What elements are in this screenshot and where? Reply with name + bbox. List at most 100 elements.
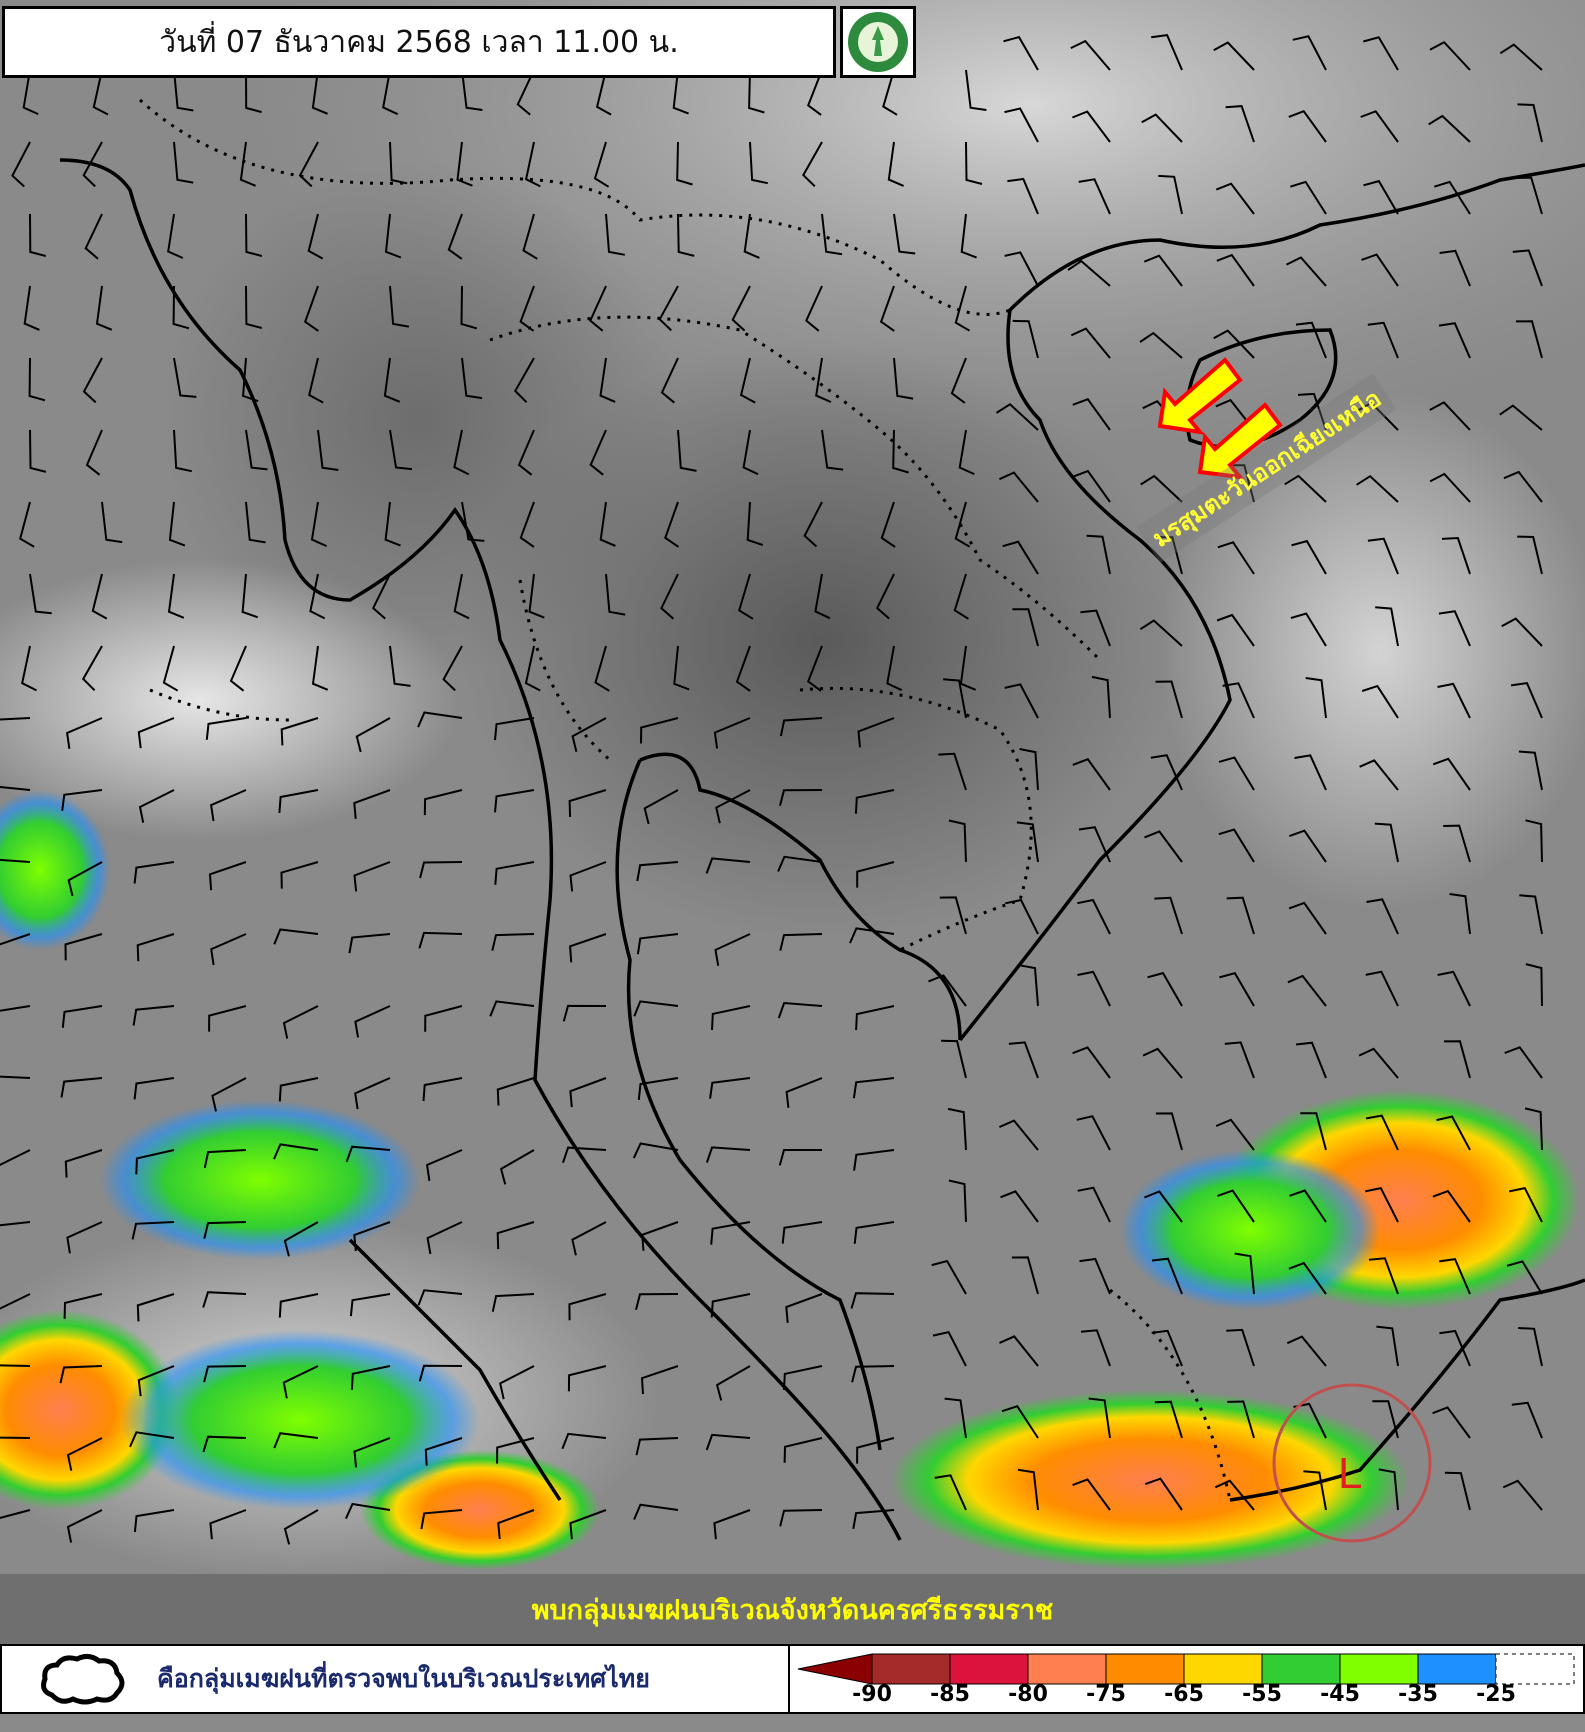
scale-label: -45	[1320, 1682, 1360, 1707]
scale-swatch	[1339, 1653, 1419, 1685]
wind-barb	[499, 1149, 535, 1185]
wind-barb	[1213, 41, 1255, 71]
wind-barb	[82, 141, 103, 188]
tmd-logo	[840, 6, 916, 78]
wind-barb	[783, 1365, 823, 1390]
wind-barb	[66, 1509, 103, 1543]
wind-barb	[633, 1000, 679, 1017]
wind-barb	[664, 501, 680, 548]
wind-barb	[1215, 182, 1255, 215]
wind-barb	[1365, 970, 1399, 1007]
wind-barb	[1444, 1471, 1471, 1511]
wind-barb	[1508, 1186, 1543, 1223]
wind-barb	[66, 1437, 103, 1471]
wind-barb	[133, 1509, 175, 1533]
wind-barb	[354, 1077, 391, 1110]
wind-barb	[1012, 608, 1039, 647]
wind-barb	[383, 357, 401, 403]
wind-barb	[494, 789, 535, 813]
wind-barb	[1150, 754, 1183, 791]
wind-barb	[998, 1119, 1039, 1151]
wind-barb	[1519, 894, 1543, 935]
wind-barb	[713, 1509, 751, 1540]
wind-barb	[1503, 470, 1543, 503]
wind-barb	[1429, 472, 1471, 503]
wind-barb	[208, 861, 247, 891]
wind-barb	[0, 1075, 31, 1079]
wind-barb	[857, 717, 895, 748]
wind-barb	[1438, 322, 1471, 359]
wind-barb	[777, 1001, 823, 1019]
legend-cloud: คือกลุ่มเมฆฝนที่ตรวจพบในบริเวณประเทศไทย	[0, 1644, 790, 1714]
wind-barb	[1364, 1186, 1399, 1223]
wind-barb	[133, 861, 175, 884]
wind-barb	[599, 501, 616, 547]
wind-barb	[1072, 757, 1111, 791]
wind-barb	[310, 501, 328, 548]
wind-barb	[442, 645, 463, 692]
wind-barb	[948, 819, 967, 863]
wind-barb	[1151, 34, 1183, 71]
wind-barb	[939, 896, 967, 935]
wind-barb	[1443, 1040, 1471, 1079]
wind-barb	[637, 1077, 679, 1101]
wind-barb	[494, 717, 535, 741]
wind-barb	[1078, 826, 1111, 863]
wind-barb	[735, 645, 751, 692]
wind-barb	[1001, 1405, 1039, 1439]
wind-barb	[856, 861, 895, 888]
wind-barb	[1070, 39, 1111, 71]
wind-barb	[1218, 756, 1255, 791]
wind-barb	[1226, 1328, 1255, 1367]
wind-barb	[64, 1149, 103, 1178]
wind-barb	[1067, 259, 1111, 287]
wind-barb	[210, 933, 247, 966]
wind-barb	[65, 717, 103, 749]
wind-barb	[1432, 1406, 1471, 1439]
wind-barb	[426, 1221, 463, 1255]
wind-barb	[672, 69, 689, 115]
wind-barb	[384, 213, 402, 259]
wind-barb	[426, 1149, 463, 1182]
wind-barb	[1504, 1046, 1543, 1079]
wind-barb	[1358, 1047, 1399, 1079]
wind-barb	[1080, 609, 1111, 647]
wind-barb	[273, 928, 319, 945]
wind-barb	[138, 789, 175, 823]
scale-swatch	[1261, 1653, 1341, 1685]
borders	[138, 98, 1232, 1501]
scale-swatch	[1417, 1653, 1497, 1685]
wind-barb	[778, 1149, 822, 1166]
wind-barb	[131, 1221, 175, 1240]
wind-barb	[67, 861, 103, 897]
wind-barb	[705, 1146, 751, 1163]
wind-barb	[461, 357, 483, 400]
scale-label: -80	[1008, 1682, 1048, 1707]
wind-barb	[1441, 536, 1471, 575]
scale-swatch	[949, 1653, 1029, 1685]
wind-barb	[779, 717, 823, 737]
wind-barb	[814, 573, 831, 620]
wind-barb	[713, 717, 751, 749]
legend-cloud-text: คือกลุ่มเมฆฝนที่ตรวจพบในบริเวณประเทศไทย	[157, 1664, 650, 1693]
wind-barb	[282, 1005, 319, 1039]
wind-barb	[1438, 610, 1471, 647]
wind-barb	[1072, 1046, 1111, 1079]
wind-barb	[594, 645, 610, 692]
wind-barb	[1294, 754, 1327, 791]
wind-barb	[1008, 1041, 1039, 1079]
scale-label: -85	[930, 1682, 970, 1707]
wind-barb	[779, 1509, 823, 1527]
wind-barb	[283, 1221, 319, 1257]
wind-barb	[806, 645, 823, 692]
wind-barb	[1291, 539, 1327, 575]
wind-barb	[0, 785, 31, 791]
wind-barb	[211, 1077, 247, 1112]
wind-barb	[1305, 677, 1327, 719]
wind-barb	[307, 213, 324, 260]
wind-barb	[101, 501, 123, 544]
wind-barb	[1367, 321, 1399, 359]
wind-barb	[491, 1293, 535, 1312]
wind-barb	[1080, 1329, 1111, 1367]
wind-barb	[879, 285, 895, 332]
